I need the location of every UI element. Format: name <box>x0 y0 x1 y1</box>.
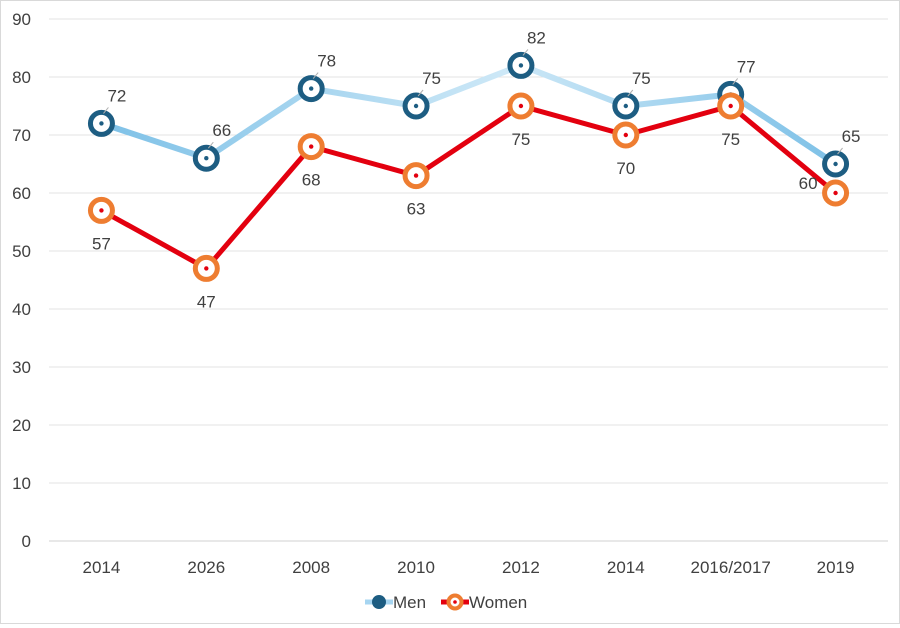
y-tick-label: 80 <box>12 68 31 87</box>
leader-line <box>417 89 424 97</box>
y-axis-tick-labels: 0 10 20 30 40 50 60 70 80 90 <box>12 10 31 551</box>
series-women <box>100 103 838 272</box>
data-point-center <box>99 121 104 126</box>
data-point-center <box>623 132 629 138</box>
y-tick-label: 70 <box>12 126 31 145</box>
y-tick-label: 10 <box>12 474 31 493</box>
data-point-center <box>204 266 209 271</box>
x-tick-label: 2014 <box>607 558 645 577</box>
x-tick-label: 2026 <box>187 558 225 577</box>
leader-line <box>522 49 529 56</box>
x-tick-label: 2016/2017 <box>691 558 771 577</box>
data-point-center <box>413 103 419 109</box>
data-label-women: 70 <box>616 159 635 178</box>
legend-marker <box>372 595 386 609</box>
data-label-men: 77 <box>737 57 756 76</box>
y-tick-label: 20 <box>12 416 31 435</box>
x-tick-label: 2012 <box>502 558 540 577</box>
data-point-center <box>518 103 524 109</box>
y-tick-label: 60 <box>12 184 31 203</box>
series-line-men <box>100 62 838 167</box>
data-label-women: 75 <box>511 130 530 149</box>
y-tick-label: 0 <box>22 532 31 551</box>
data-point-center <box>728 103 733 109</box>
leader-line <box>837 147 843 155</box>
data-label-women: 47 <box>197 292 216 311</box>
series-layer <box>87 51 850 282</box>
data-label-men: 75 <box>632 69 651 88</box>
data-label-men: 65 <box>842 127 861 146</box>
data-point-center <box>833 161 838 167</box>
data-label-men: 72 <box>107 86 126 105</box>
data-label-women: 75 <box>721 130 740 149</box>
y-tick-label: 90 <box>12 10 31 29</box>
data-point-center <box>518 63 524 68</box>
gridlines <box>49 18 888 542</box>
leader-line <box>207 141 214 149</box>
x-tick-label: 2019 <box>817 558 855 577</box>
legend-marker-center <box>453 600 457 604</box>
series-men <box>100 62 838 167</box>
y-tick-label: 40 <box>12 300 31 319</box>
data-label-women: 68 <box>302 171 321 190</box>
y-tick-label: 30 <box>12 358 31 377</box>
markers-women <box>87 92 850 282</box>
leader-line <box>312 72 319 79</box>
legend-label: Women <box>469 593 527 612</box>
data-label-men: 66 <box>212 121 231 140</box>
data-labels: 72 66 78 75 82 75 77 65 57 47 68 63 75 70 75 60 <box>92 28 861 311</box>
data-label-men: 75 <box>422 69 441 88</box>
data-label-women: 63 <box>407 200 426 219</box>
data-point-center <box>308 86 314 91</box>
data-point-center <box>623 103 629 109</box>
data-label-men: 78 <box>317 52 336 71</box>
legend-item-women: Women <box>441 593 527 612</box>
leader-line <box>627 89 634 97</box>
leader-line <box>732 78 739 85</box>
legend: Men Women <box>365 593 527 612</box>
data-label-women: 60 <box>799 174 818 193</box>
data-point-center <box>204 156 209 161</box>
series-line-women <box>100 103 838 272</box>
data-point-center <box>308 144 314 149</box>
markers-men <box>87 51 850 178</box>
x-tick-label: 2008 <box>292 558 330 577</box>
x-tick-label: 2010 <box>397 558 435 577</box>
data-point-center <box>413 173 419 178</box>
data-label-women: 57 <box>92 234 111 253</box>
y-tick-label: 50 <box>12 242 31 261</box>
leader-line <box>103 107 109 114</box>
legend-label: Men <box>393 593 426 612</box>
legend-item-men: Men <box>365 593 426 612</box>
x-tick-label: 2014 <box>83 558 121 577</box>
data-point-center <box>99 208 104 213</box>
data-point-center <box>833 190 838 196</box>
data-label-men: 82 <box>527 28 546 47</box>
x-axis-tick-labels: 2014 2026 2008 2010 2012 2014 2016/2017 2019 <box>83 558 855 577</box>
